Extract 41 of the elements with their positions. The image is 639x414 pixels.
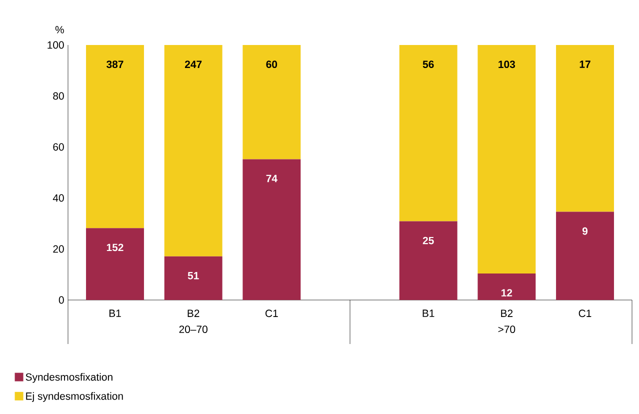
bar	[242, 159, 301, 300]
annotation: 247	[184, 60, 202, 68]
bar	[164, 44, 222, 256]
bar	[86, 44, 144, 228]
annotation: 74	[266, 174, 278, 182]
legend-label: Syndesmosfixation	[26, 373, 112, 383]
x-tick-label: B2	[188, 310, 200, 317]
legend-label: Ej syndesmosfixation	[26, 392, 123, 402]
bar	[399, 221, 458, 300]
bar	[478, 273, 536, 300]
x-tick-label: C1	[266, 310, 278, 318]
annotation: 25	[422, 236, 434, 244]
annotation: 17	[580, 60, 590, 68]
bar	[164, 256, 222, 300]
y-tick-label: 20	[53, 245, 64, 253]
annotation: 51	[188, 272, 199, 280]
annotation: 387	[106, 60, 124, 68]
annotation: 103	[498, 60, 516, 68]
annotation: 152	[106, 244, 124, 252]
x-tick-label: B1	[109, 310, 121, 317]
bar	[242, 44, 301, 160]
annotation: 56	[422, 60, 434, 68]
y-tick-label: 100	[48, 41, 64, 49]
bar	[86, 228, 144, 300]
y-tick-label: 40	[52, 194, 64, 202]
bar	[556, 44, 614, 212]
y-axis-title: %	[55, 26, 64, 34]
bar	[399, 44, 458, 222]
annotation: 12	[502, 289, 512, 296]
text: >70	[498, 326, 516, 334]
annotation: 9	[582, 227, 588, 235]
bar	[556, 212, 614, 300]
y-tick-label: 0	[58, 296, 64, 304]
y-tick-label: 60	[53, 143, 64, 151]
y-tick-label: 80	[53, 92, 64, 100]
annotation: 60	[266, 60, 278, 68]
text: 20–70	[179, 326, 208, 334]
bar	[478, 44, 536, 274]
x-tick-label: B2	[501, 310, 513, 317]
x-tick-label: C1	[578, 310, 592, 318]
x-tick-label: B1	[422, 310, 434, 317]
